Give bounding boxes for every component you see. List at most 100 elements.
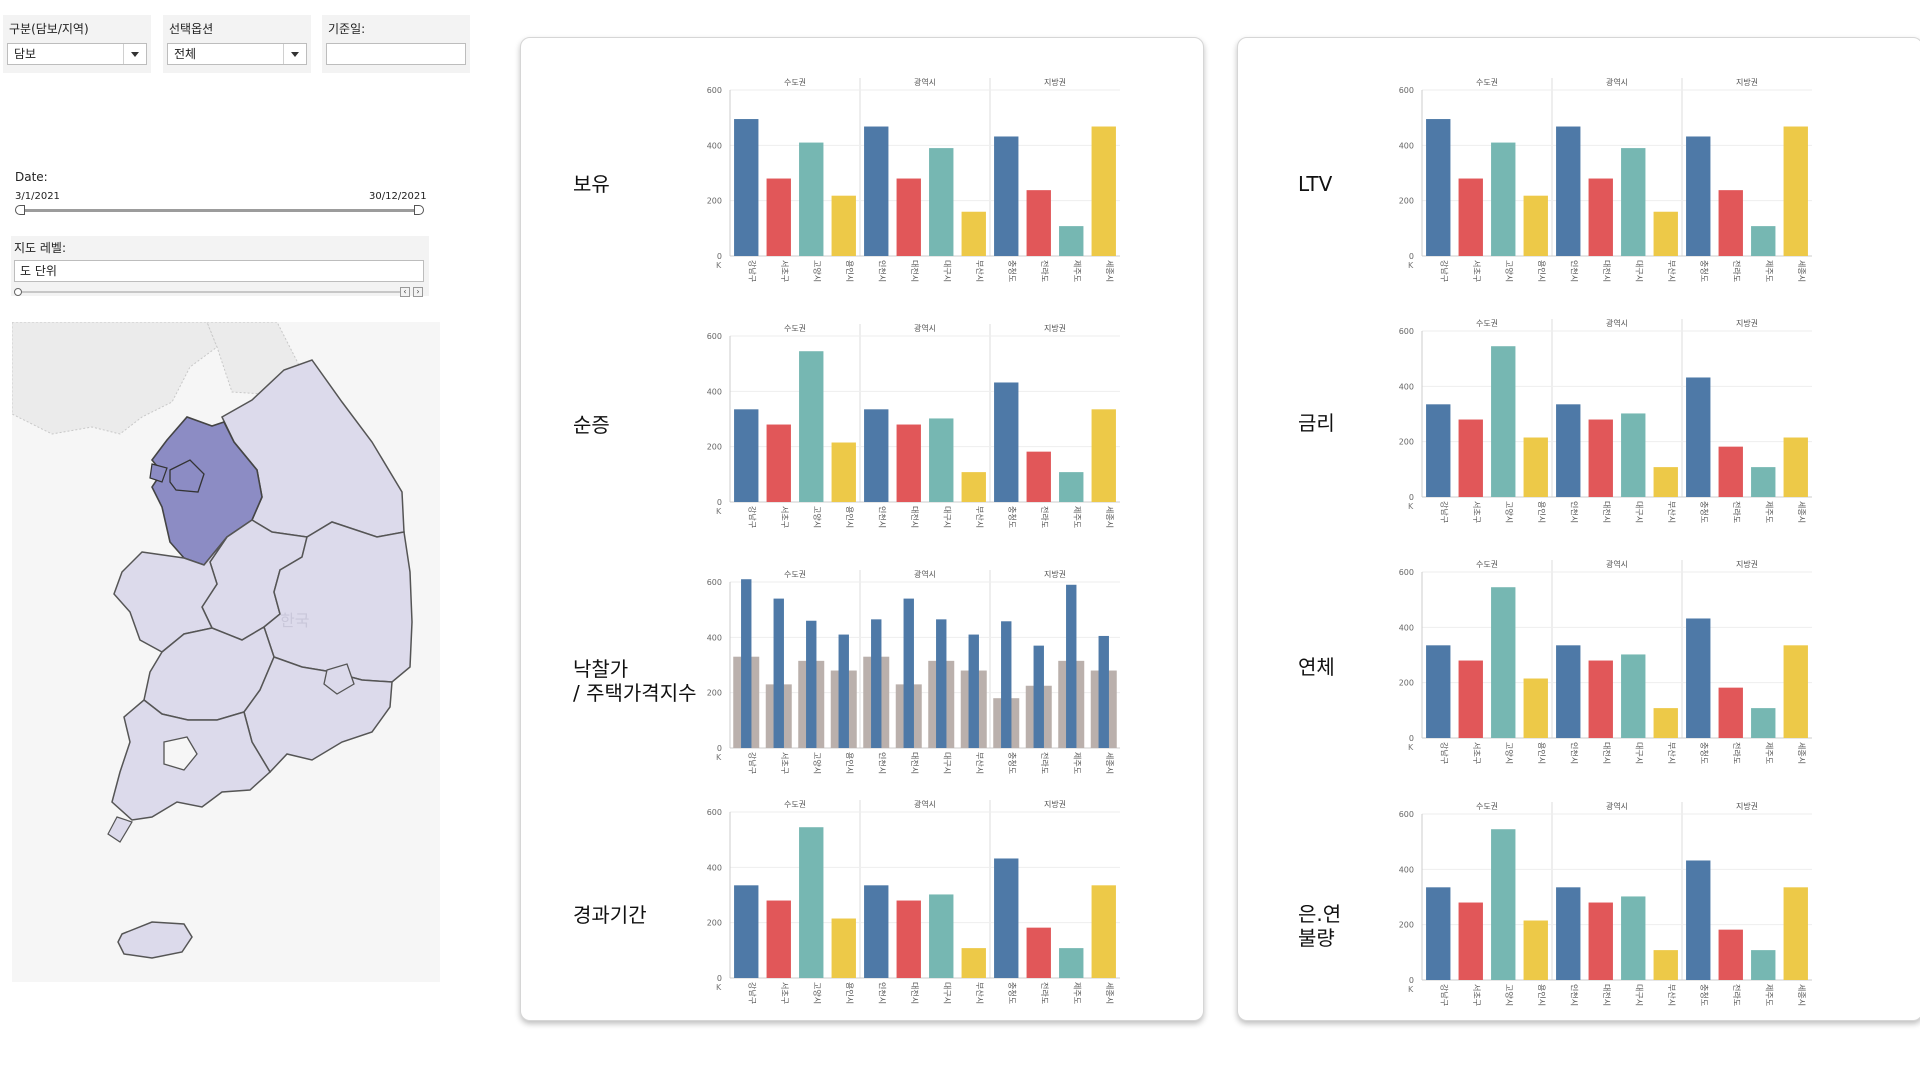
bar-auction	[741, 579, 752, 748]
option-select[interactable]: 전체	[167, 43, 307, 65]
bar-chart-delinquency[interactable]: 수도권 광역시 지방권 0 200 400 600 K 강남구 서초구 고양시 용인시 인천시 대전시 대구…	[1392, 554, 1822, 764]
x-tick-label: 전라도	[1040, 260, 1050, 282]
option-dropdown-button[interactable]	[283, 44, 306, 64]
y-tick-label: 400	[1399, 623, 1414, 632]
x-tick-label: 강남구	[1439, 260, 1449, 282]
bar	[1426, 119, 1451, 256]
map-level-prev-button[interactable]: ‹	[400, 287, 410, 297]
bar-chart-net-increase[interactable]: 수도권 광역시 지방권 0 200 400 600 K 강남구 서초구 고양시 용인시 인천시 대전시 대구…	[700, 318, 1130, 528]
category-dropdown-button[interactable]	[123, 44, 146, 64]
bar	[994, 858, 1019, 978]
y-tick-label: 600	[1399, 810, 1414, 819]
bar-chart-auction-ratio[interactable]: 수도권 광역시 지방권 0 200 400 600 K 강남구 서초구 고양시 용인시 인천시 대전시 대구…	[700, 564, 1130, 774]
y-tick-label: 0	[717, 974, 722, 983]
x-tick-label: 강남구	[747, 982, 757, 1004]
bar	[1588, 419, 1613, 497]
map-region-gwangju[interactable]	[163, 736, 198, 771]
y-tick-label: 200	[707, 689, 722, 698]
x-tick-label: 용인시	[845, 260, 855, 282]
bar	[1059, 948, 1084, 978]
bar-chart-bad-loans[interactable]: 수도권 광역시 지방권 0 200 400 600 K 강남구 서초구 고양시 용인시 인천시 대전시 대구…	[1392, 796, 1822, 1006]
map-level-value[interactable]: 도 단위	[14, 260, 424, 282]
axis-corner-label: K	[716, 983, 722, 992]
bar-chart-elapsed[interactable]: 수도권 광역시 지방권 0 200 400 600 K 강남구 서초구 고양시 용인시 인천시 대전시 대구…	[700, 794, 1130, 1004]
bar-auction	[1066, 584, 1077, 748]
bar	[1653, 467, 1678, 497]
map-region-seoul[interactable]	[169, 459, 205, 493]
x-tick-label: 서초구	[780, 982, 789, 1004]
map-region-daegu[interactable]	[323, 663, 355, 695]
bar	[961, 948, 986, 978]
bar	[1026, 927, 1051, 978]
group-label: 지방권	[1044, 77, 1066, 87]
x-tick-label: 전라도	[1040, 506, 1050, 528]
map-level-filter: 지도 레벨: 도 단위 ‹ ›	[11, 236, 429, 297]
y-tick-label: 400	[707, 633, 722, 642]
bar	[1653, 950, 1678, 980]
bar-auction	[903, 598, 914, 748]
x-tick-label: 인천시	[877, 982, 887, 1004]
x-tick-label: 강남구	[747, 260, 757, 282]
x-tick-label: 부산시	[975, 982, 985, 1004]
bar-chart-interest[interactable]: 수도권 광역시 지방권 0 200 400 600 K 강남구 서초구 고양시 용인시 인천시 대전시 대구…	[1392, 313, 1822, 523]
base-date-input[interactable]	[326, 43, 466, 65]
chart-title-interest: 금리	[1298, 411, 1335, 435]
map-level-next-button[interactable]: ›	[413, 287, 423, 297]
bar	[831, 918, 856, 978]
x-tick-label: 전라도	[1732, 742, 1742, 764]
x-tick-label: 세종시	[1797, 501, 1806, 523]
x-tick-label: 부산시	[975, 506, 985, 528]
bar	[1523, 920, 1548, 980]
chart-title-elapsed: 경과기간	[573, 903, 647, 927]
y-tick-label: 600	[707, 332, 722, 341]
x-tick-label: 충청도	[1699, 501, 1708, 523]
map-level-slider[interactable]	[17, 291, 405, 293]
date-start-handle[interactable]	[15, 205, 25, 215]
x-tick-label: 인천시	[1569, 984, 1579, 1006]
x-tick-label: 용인시	[1537, 260, 1547, 282]
bar-auction	[968, 634, 979, 748]
bar-chart-holding[interactable]: 수도권 광역시 지방권 0 200 400 600 K 강남구 서초구 고양시 용인시 인천시 대전시 대구…	[700, 72, 1130, 282]
x-tick-label: 서초구	[780, 260, 789, 282]
x-tick-label: 인천시	[1569, 742, 1579, 764]
option-select-value: 전체	[174, 47, 197, 61]
chart-title-delinquency: 연체	[1298, 655, 1335, 679]
y-tick-label: 200	[707, 197, 722, 206]
bar	[896, 424, 921, 502]
x-tick-label: 고양시	[812, 506, 821, 528]
x-tick-label: 충청도	[1699, 742, 1708, 764]
x-tick-label: 대전시	[1602, 501, 1612, 523]
x-tick-label: 제주도	[1764, 742, 1773, 764]
bar	[1458, 660, 1483, 738]
x-tick-label: 부산시	[1667, 260, 1677, 282]
y-tick-label: 600	[707, 578, 722, 587]
map-region-jeju[interactable]	[117, 921, 193, 959]
x-tick-label: 제주도	[1072, 260, 1081, 282]
x-tick-label: 인천시	[877, 506, 887, 528]
date-end-handle[interactable]	[414, 205, 424, 215]
group-label: 광역시	[1606, 801, 1628, 811]
bar-auction	[1033, 645, 1044, 748]
bar	[1426, 645, 1451, 738]
category-select[interactable]: 담보	[7, 43, 147, 65]
group-label: 광역시	[914, 799, 936, 809]
group-label: 수도권	[1476, 318, 1498, 328]
bar-chart-ltv[interactable]: 수도권 광역시 지방권 0 200 400 600 K 강남구 서초구 고양시 용인시 인천시 대전시 대구…	[1392, 72, 1822, 282]
y-tick-label: 400	[707, 387, 722, 396]
x-tick-label: 세종시	[1797, 984, 1806, 1006]
map-region-incheon[interactable]	[149, 463, 168, 483]
date-range-slider[interactable]	[19, 209, 421, 212]
bar	[1783, 126, 1808, 256]
bar	[1091, 409, 1116, 502]
x-tick-label: 대구시	[1634, 984, 1643, 1006]
group-label: 수도권	[1476, 801, 1498, 811]
chart-title-auction-ratio: 낙찰가 / 주택가격지수	[573, 657, 697, 705]
map-level-handle[interactable]	[14, 288, 22, 296]
bar	[734, 885, 759, 978]
category-filter: 구분(담보/지역) 담보	[3, 15, 151, 73]
bar	[1751, 226, 1776, 256]
bar	[1751, 467, 1776, 497]
x-tick-label: 충청도	[1007, 260, 1016, 282]
bar-auction	[773, 598, 784, 748]
x-tick-label: 서초구	[1472, 742, 1481, 764]
